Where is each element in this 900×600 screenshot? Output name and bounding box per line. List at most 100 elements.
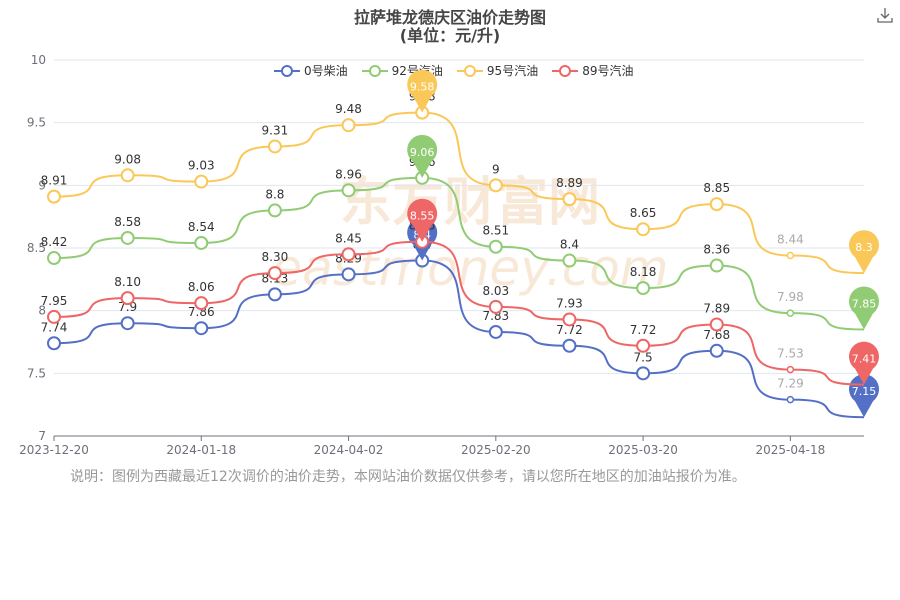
data-point [194,296,209,311]
data-label: 8.91 [41,174,68,188]
y-tick-label: 8.5 [27,241,46,255]
legend-swatch-icon [552,64,579,77]
y-tick-label: 7 [38,429,46,443]
data-label: 7.83 [482,309,509,323]
max-pin-label: 9.06 [410,146,435,159]
series-line [53,240,865,386]
y-tick-label: 9.5 [27,116,46,130]
legend-item[interactable]: 89号汽油 [552,62,633,79]
last-value-pin-marker [849,341,880,385]
data-label: 8.89 [556,176,583,190]
legend-swatch-icon [274,64,300,77]
data-point [636,366,651,381]
data-point [786,365,795,374]
x-tick-label: 2024-01-18 [166,443,236,457]
data-label: 8.96 [335,167,362,181]
data-label: 9.03 [188,159,215,173]
data-label: 7.89 [703,301,730,315]
data-point [786,251,795,260]
data-label: 8.4 [560,238,579,252]
y-tick-label: 7.5 [27,366,46,380]
watermark: 东方财富网 [340,173,600,233]
chart-note: 说明：图例为西藏最近12次调价的油价走势，本网站油价数据仅供参考，请以您所在地区… [70,469,746,485]
last-value-pin: 7.85 [849,286,880,330]
data-point [47,309,61,324]
data-point [488,239,503,254]
legend-label: 89号汽油 [582,64,634,78]
legend-item[interactable]: 95号汽油 [456,62,539,79]
last-value-pin: 8.3 [849,230,880,274]
data-label: 8.8 [265,187,284,201]
data-label: 8.51 [482,224,509,238]
max-pin-label: 8.55 [410,210,435,223]
data-point [562,192,577,207]
legend-swatch-icon [361,64,388,77]
data-label: 9.31 [262,123,289,137]
data-point [47,189,61,204]
download-icon[interactable] [876,6,894,24]
data-label: 7.5 [634,350,653,364]
data-point [709,197,724,212]
data-label: 7.53 [777,347,804,361]
data-point [267,287,282,302]
data-label: 8.58 [114,215,141,229]
legend-label: 95号汽油 [486,64,539,78]
x-tick-label: 2023-12-20 [19,443,89,457]
max-pin: 9.58 [407,69,438,113]
legend-item[interactable]: 0号柴油 [274,62,348,79]
chart-title: 拉萨堆龙德庆区油价走势图 [353,8,546,27]
data-label: 8.30 [262,250,289,264]
data-point [488,299,503,314]
data-point [47,336,61,351]
data-point [562,253,577,268]
data-point [562,338,577,353]
x-tick-label: 2025-03-20 [608,443,678,457]
data-point [341,247,356,262]
series-line [53,176,865,331]
series-line [53,259,865,419]
x-tick-label: 2024-04-02 [314,443,384,457]
data-label: 8.03 [482,284,509,298]
data-point [120,316,135,331]
data-point [636,338,651,353]
last-value-pin-label: 8.3 [855,241,873,254]
data-label: 8.06 [188,280,215,294]
series-line [53,111,865,275]
last-value-pin-label: 7.85 [852,297,877,310]
data-label: 7.29 [777,377,804,391]
data-label: 9.08 [114,152,141,166]
data-label: 8.36 [703,243,730,257]
data-label: 7.72 [556,323,583,337]
data-point [341,183,356,198]
data-point [194,235,209,250]
data-label: 7.74 [41,320,68,334]
x-tick-label: 2025-04-18 [755,443,825,457]
max-pin-label: 9.58 [410,81,435,94]
data-point [194,321,209,336]
data-point [709,343,724,358]
max-pin: 9.06 [407,134,438,178]
data-point [488,178,503,193]
data-point [194,174,209,189]
data-point [786,395,795,404]
data-point [120,230,135,245]
data-label: 7.93 [556,296,583,310]
y-tick-label: 8 [38,304,46,318]
last-value-pin-label: 7.15 [852,385,877,398]
max-pin-marker [407,69,438,113]
legend-label: 0号柴油 [304,64,348,78]
data-label: 9.48 [335,102,362,116]
data-label: 7.72 [630,323,657,337]
max-pin-marker [407,198,438,242]
data-point [267,203,282,218]
data-point [709,258,724,273]
data-point [709,317,724,332]
data-label: 8.85 [703,181,730,195]
data-label: 8.44 [777,233,804,247]
data-point [341,267,356,282]
data-point [786,309,795,317]
last-value-pin-label: 7.41 [852,353,877,366]
data-label: 8.18 [630,265,657,279]
max-pin: 8.55 [407,198,438,242]
